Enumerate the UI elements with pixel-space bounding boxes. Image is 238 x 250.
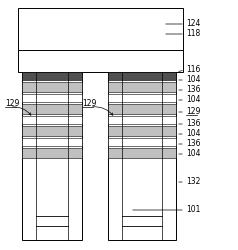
Bar: [108, 72, 176, 240]
Text: 116: 116: [186, 66, 200, 74]
Bar: [108, 104, 176, 114]
Bar: [22, 72, 82, 80]
Bar: [108, 72, 176, 80]
Text: 132: 132: [186, 178, 200, 186]
Text: 129: 129: [82, 100, 96, 108]
Bar: [22, 72, 82, 240]
Text: 136: 136: [186, 86, 200, 94]
Bar: [108, 116, 176, 124]
Bar: [108, 138, 176, 146]
Text: 129: 129: [186, 108, 200, 116]
Text: 124: 124: [186, 20, 200, 28]
Text: 136: 136: [186, 140, 200, 148]
Bar: [18, 8, 183, 50]
Bar: [108, 126, 176, 136]
Bar: [22, 138, 82, 146]
Bar: [108, 148, 176, 158]
Text: 101: 101: [186, 206, 200, 214]
Bar: [108, 82, 176, 92]
Bar: [22, 82, 82, 92]
Bar: [22, 104, 82, 114]
Bar: [22, 116, 82, 124]
Bar: [22, 94, 82, 102]
Text: 104: 104: [186, 150, 200, 158]
Text: 104: 104: [186, 96, 200, 104]
Text: 104: 104: [186, 76, 200, 84]
Bar: [108, 94, 176, 102]
Text: 136: 136: [186, 120, 200, 128]
Bar: [22, 126, 82, 136]
Text: 129: 129: [5, 100, 19, 108]
Bar: [18, 50, 183, 72]
Text: 104: 104: [186, 130, 200, 138]
Text: 118: 118: [186, 30, 200, 38]
Bar: [22, 148, 82, 158]
